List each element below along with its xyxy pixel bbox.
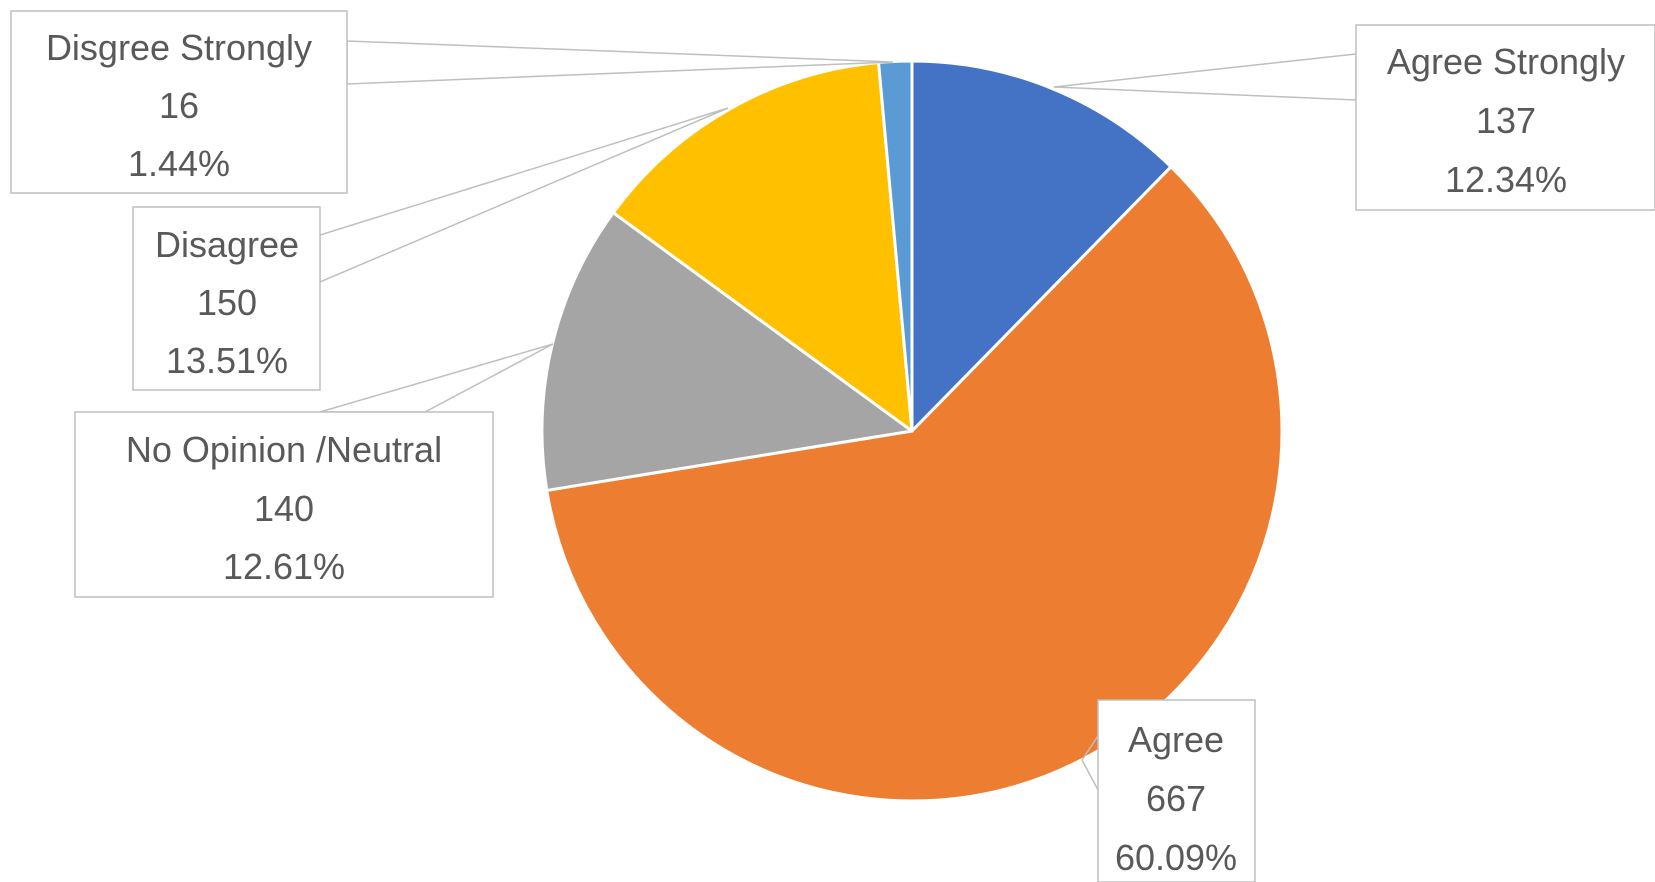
leader-line-neutral <box>319 343 554 413</box>
data-label-box <box>132 206 321 391</box>
leader-line-agree <box>1081 735 1099 791</box>
data-label-box <box>74 411 494 598</box>
slice-value-label: 140 <box>254 488 314 529</box>
slice-value-label: 667 <box>1146 778 1206 819</box>
slice-name-label: No Opinion /Neutral <box>126 429 442 470</box>
slice-name-label: Agree Strongly <box>1387 41 1625 82</box>
data-label-disagree-strongly: Disgree Strongly 16 1.44% <box>10 10 348 194</box>
pie-slice-agree-strongly <box>910 59 1173 433</box>
data-label-box <box>1097 699 1256 882</box>
data-label-agree-strongly: Agree Strongly 137 12.34% <box>1355 24 1655 211</box>
slice-percent-label: 12.34% <box>1445 159 1567 200</box>
slice-name-label: Disagree <box>155 224 299 265</box>
data-label-disagree: Disagree 150 13.51% <box>132 206 321 391</box>
slice-value-label: 16 <box>159 85 199 126</box>
data-label-neutral: No Opinion /Neutral 140 12.61% <box>74 411 494 598</box>
slice-percent-label: 1.44% <box>128 143 230 184</box>
slice-percent-label: 60.09% <box>1115 837 1237 878</box>
leader-line-agree-strongly <box>1053 53 1357 101</box>
slice-percent-label: 13.51% <box>166 340 288 381</box>
slice-name-label: Agree <box>1128 719 1224 760</box>
data-label-box <box>10 10 348 194</box>
slice-name-label: Disgree Strongly <box>46 27 312 68</box>
pie-slices <box>540 59 1284 803</box>
pie-slice-disagree <box>611 61 914 433</box>
data-label-box <box>1355 24 1655 211</box>
slice-percent-label: 12.61% <box>223 546 345 587</box>
slice-value-label: 150 <box>197 282 257 323</box>
data-label-agree: Agree 667 60.09% <box>1097 699 1256 882</box>
slice-value-label: 137 <box>1476 100 1536 141</box>
